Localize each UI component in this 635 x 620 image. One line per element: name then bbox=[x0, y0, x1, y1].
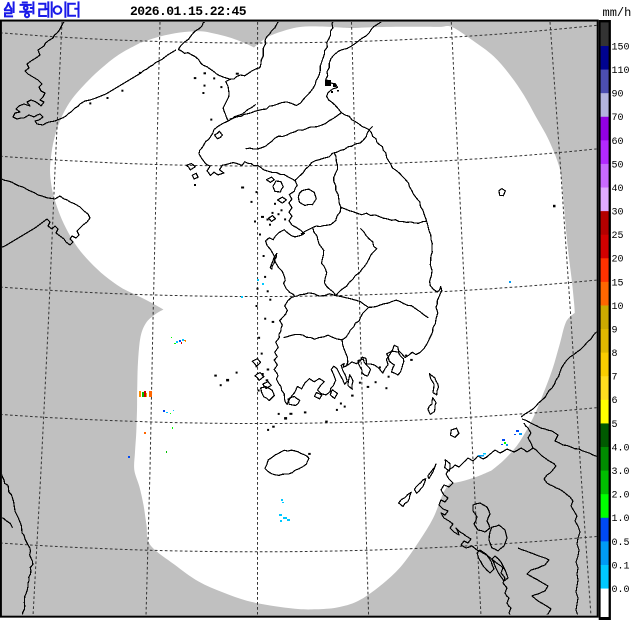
svg-text:6: 6 bbox=[612, 396, 618, 407]
svg-text:60: 60 bbox=[612, 137, 624, 148]
svg-text:5: 5 bbox=[612, 420, 618, 431]
svg-text:9: 9 bbox=[612, 326, 618, 337]
svg-text:7: 7 bbox=[612, 373, 618, 384]
svg-text:0.5: 0.5 bbox=[612, 538, 630, 549]
svg-text:2026.01.15.22:45: 2026.01.15.22:45 bbox=[130, 4, 247, 19]
svg-text:30: 30 bbox=[612, 208, 624, 219]
svg-text:15: 15 bbox=[612, 278, 624, 289]
svg-text:0.1: 0.1 bbox=[612, 561, 630, 572]
svg-text:150: 150 bbox=[612, 42, 630, 53]
svg-text:25: 25 bbox=[612, 231, 624, 242]
svg-text:3.0: 3.0 bbox=[612, 467, 630, 478]
svg-text:4.0: 4.0 bbox=[612, 443, 630, 454]
svg-text:8: 8 bbox=[612, 349, 618, 360]
svg-text:50: 50 bbox=[612, 160, 624, 171]
svg-text:110: 110 bbox=[612, 66, 630, 77]
svg-text:90: 90 bbox=[612, 90, 624, 101]
svg-text:20: 20 bbox=[612, 255, 624, 266]
svg-text:10: 10 bbox=[612, 302, 624, 313]
svg-text:2.0: 2.0 bbox=[612, 491, 630, 502]
svg-text:mm/h: mm/h bbox=[603, 6, 632, 20]
svg-text:1.0: 1.0 bbox=[612, 514, 630, 525]
svg-text:70: 70 bbox=[612, 113, 624, 124]
svg-text:0.0: 0.0 bbox=[612, 585, 630, 596]
svg-text:40: 40 bbox=[612, 184, 624, 195]
